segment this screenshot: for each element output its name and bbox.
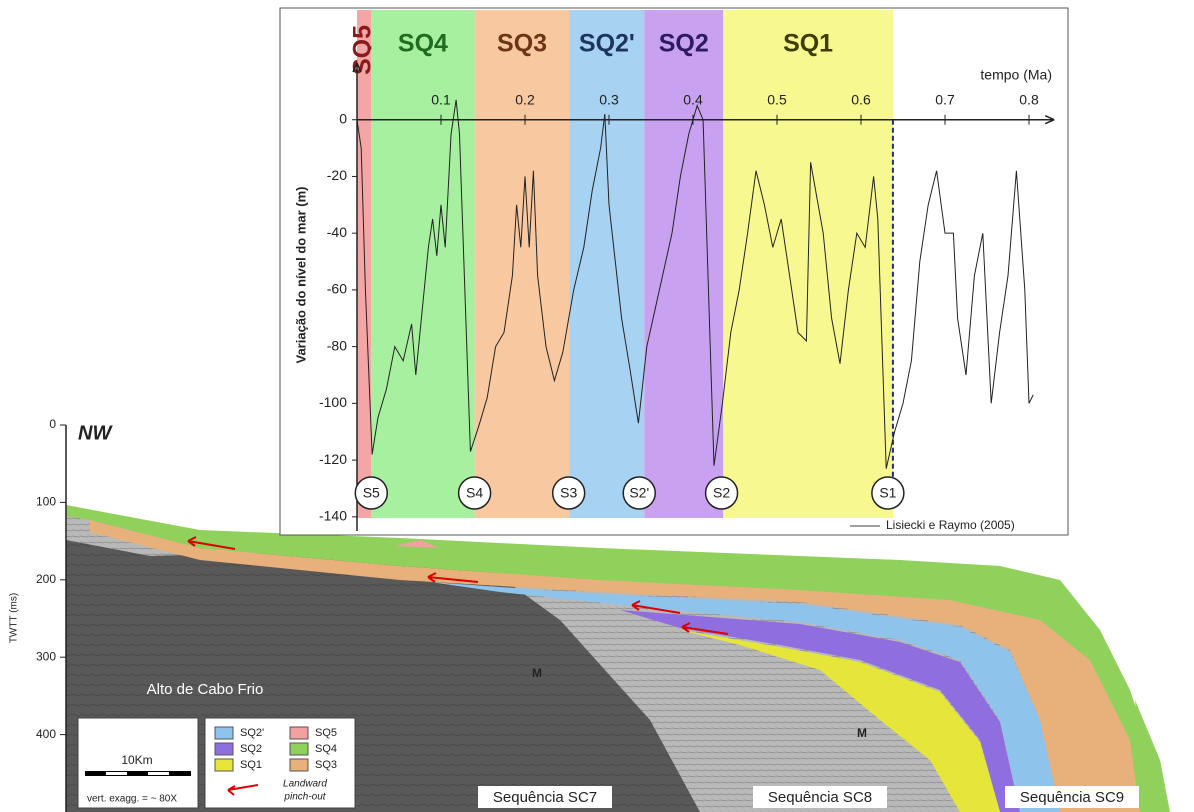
legend-label: SQ2	[240, 743, 262, 755]
boundary-label: S1	[879, 485, 896, 501]
layer-sq4	[66, 505, 1160, 812]
pinch-out-arrows	[187, 536, 729, 635]
y-tick-label: 0	[339, 110, 347, 126]
x-tick-label: 0.2	[515, 91, 535, 107]
pinch-out-key	[227, 784, 259, 796]
boundary-marker	[551, 476, 586, 510]
sea-level-chart: Variação do nível do mar (m) tempo (Ma) …	[279, 7, 1069, 536]
layer-sq2-prime	[430, 582, 1060, 812]
legend-swatch	[214, 742, 234, 756]
x-tick-label: 0.8	[1019, 91, 1039, 107]
sequence-label: SQ4	[398, 30, 448, 58]
legend-label: SQ4	[315, 743, 337, 755]
annotation: Sequência SC9	[1020, 789, 1124, 806]
boundary-label: S2	[713, 485, 730, 501]
legend-label: SQ2'	[240, 727, 264, 739]
sea-level-curve	[356, 99, 1034, 469]
boundary-marker	[704, 476, 739, 510]
x-axis-label: tempo (Ma)	[980, 67, 1052, 83]
annotation: M	[532, 666, 542, 680]
sequence-band	[644, 10, 724, 518]
x-tick-label: 0.7	[935, 91, 955, 107]
x-tick-label: 0.4	[683, 91, 703, 107]
y-tick-label: -140	[319, 508, 347, 524]
legend: SQ2' SQ2 SQ1 SQ5 SQ4 SQ3	[214, 726, 337, 772]
boundary-label: S3	[560, 485, 577, 501]
sequence-label: SQ3	[497, 30, 547, 58]
y-tick-label: -80	[327, 337, 347, 353]
layer-sq1	[680, 630, 1000, 812]
label-bg	[478, 786, 612, 808]
y-axis	[352, 62, 362, 531]
y-tick-label: 0	[49, 417, 56, 431]
scale-bar	[85, 771, 191, 776]
sequence-label: SQ2	[659, 30, 709, 58]
x-tick-label: 0.1	[431, 91, 451, 107]
legend-swatch	[289, 742, 309, 756]
scale-box	[77, 717, 199, 809]
annotation: Alto de Cabo Frio	[147, 681, 264, 698]
legend-label: SQ5	[315, 727, 337, 739]
boundary-marker	[457, 476, 492, 510]
legend-swatch	[214, 758, 234, 772]
y-tick-label: 300	[36, 649, 56, 663]
x-tick-label: 0.3	[599, 91, 619, 107]
annotation: Sequência SC8	[768, 789, 872, 806]
legend-swatch	[214, 726, 234, 740]
boundary-marker	[622, 476, 656, 510]
legend-swatch	[289, 726, 309, 740]
y-tick-label: -100	[319, 394, 347, 410]
seismic-section: NW TWTT (ms) Alto de Cabo Frio M M Sequê…	[9, 417, 1170, 812]
x-tick-label: 0.6	[851, 91, 871, 107]
y-tick-label: -120	[319, 451, 347, 467]
legend-label: SQ3	[315, 759, 337, 771]
layer-sq4-right	[1135, 700, 1170, 812]
annotation: Sequência SC7	[493, 789, 597, 806]
y-tick-label: -20	[327, 167, 347, 183]
direction-label: NW	[78, 422, 113, 444]
sequence-band	[371, 10, 475, 518]
layer-sq5	[395, 540, 440, 548]
boundary-label: S2'	[629, 485, 649, 501]
sequence-band	[569, 10, 645, 518]
y-tick-label: 400	[36, 727, 56, 741]
sequence-band	[474, 10, 570, 518]
exaggeration: vert. exagg. = ~ 80X	[87, 794, 177, 805]
sequence-label: SQ2'	[579, 30, 635, 58]
legend-label: SQ1	[240, 759, 262, 771]
legend-label: Landward	[283, 779, 327, 790]
boundary-label: S5	[363, 485, 380, 501]
y-tick-label: -60	[327, 281, 347, 297]
annotation: M	[857, 726, 867, 740]
x-tick-label: 0.5	[767, 91, 787, 107]
y-axis-label: TWTT (ms)	[9, 593, 20, 643]
y-tick-label: 200	[36, 572, 56, 586]
legend-label: Lisiecki e Raymo (2005)	[886, 518, 1015, 532]
boundary-label: S4	[466, 485, 483, 501]
y-axis-label: Variação do nível do mar (m)	[293, 187, 308, 364]
boundary-marker	[871, 476, 905, 510]
legend-swatch	[289, 758, 309, 772]
y-tick-label: 100	[36, 495, 56, 509]
sequence-label: SQ1	[783, 30, 833, 58]
scale-label: 10Km	[121, 753, 152, 767]
label-bg	[1005, 786, 1139, 808]
layer-sq3	[90, 520, 1140, 812]
layer-sq2	[620, 610, 1020, 812]
boundary-marker	[354, 476, 389, 510]
y-tick-label: -40	[327, 224, 347, 240]
legend-label: pinch-out	[283, 792, 326, 803]
label-bg	[753, 786, 887, 808]
x-axis	[357, 115, 1055, 125]
